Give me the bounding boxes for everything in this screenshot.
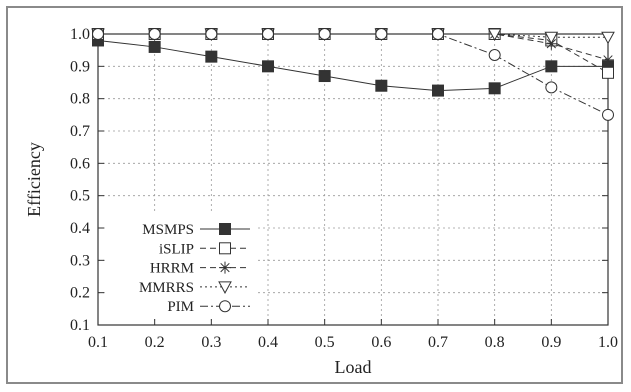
data-point-pim	[488, 49, 501, 62]
data-point-hrrm	[602, 53, 614, 66]
x-tick-label: 0.5	[315, 334, 335, 351]
series-line-msmps	[97, 39, 608, 92]
data-point-mmrrs	[544, 31, 559, 45]
data-point-pim	[148, 28, 161, 40]
y-axis-label: Efficiency	[24, 142, 44, 217]
y-tick-label: 0.3	[70, 252, 90, 269]
legend-label-hrrm: HRRM	[150, 261, 194, 277]
y-tick-label: 0.9	[70, 58, 90, 75]
data-point-pim	[432, 28, 444, 40]
y-tick-label: 0.8	[70, 91, 90, 108]
data-point-msmps	[545, 60, 558, 73]
data-point-pim	[602, 108, 614, 121]
data-point-pim	[205, 28, 218, 40]
y-tick-label: 0.5	[70, 188, 90, 205]
data-point-msmps	[375, 79, 388, 92]
data-point-mmrrs	[601, 31, 615, 45]
data-point-pim	[375, 28, 388, 40]
legend-marker-islip	[219, 242, 231, 255]
x-tick-label: 0.1	[88, 334, 108, 351]
y-tick-label: 0.6	[70, 155, 90, 172]
data-point-msmps	[148, 40, 161, 53]
legend-label-msmps: MSMPS	[142, 222, 194, 238]
data-point-msmps	[318, 70, 331, 83]
legend-label-islip: iSLIP	[159, 241, 194, 257]
series-line-pim	[98, 33, 609, 116]
data-point-msmps	[432, 84, 444, 97]
chart-frame	[6, 6, 623, 384]
legend-label-pim: PIM	[167, 299, 194, 315]
y-tick-label: 0.4	[70, 220, 90, 237]
y-tick-label: 0.7	[70, 123, 90, 140]
data-point-msmps	[488, 82, 501, 95]
legend-label-mmrrs: MMRRS	[139, 280, 194, 296]
data-point-msmps	[205, 50, 218, 63]
x-tick-label: 0.9	[541, 334, 561, 351]
y-tick-label: 1.0	[70, 26, 90, 43]
data-point-msmps	[262, 60, 274, 73]
legend-marker-pim	[219, 300, 231, 313]
legend-marker-msmps	[219, 223, 231, 235]
x-tick-label: 0.2	[145, 334, 165, 351]
data-point-pim	[92, 28, 104, 40]
legend-marker-hrrm	[219, 261, 231, 274]
x-axis-label: Load	[335, 357, 372, 377]
data-point-pim	[262, 28, 274, 40]
data-point-pim	[318, 28, 331, 40]
data-point-islip	[602, 66, 614, 79]
y-tick-label: 0.2	[70, 285, 90, 302]
x-tick-label: 1.0	[598, 334, 618, 351]
x-tick-label: 0.3	[201, 334, 221, 351]
x-tick-label: 0.4	[258, 334, 278, 351]
x-tick-label: 0.6	[371, 334, 391, 351]
x-tick-label: 0.7	[428, 334, 448, 351]
data-point-mmrrs	[487, 28, 502, 42]
y-tick-label: 0.1	[70, 317, 90, 334]
x-tick-label: 0.8	[485, 334, 505, 351]
legend-marker-mmrrs	[218, 281, 232, 294]
legend-background	[108, 213, 258, 317]
data-point-pim	[545, 81, 558, 94]
